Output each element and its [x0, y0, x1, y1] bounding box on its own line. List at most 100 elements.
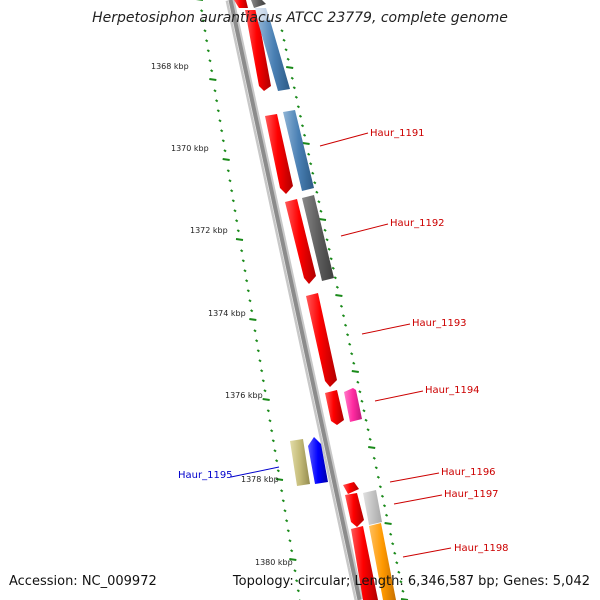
ruler-major-tick [351, 370, 359, 373]
ruler-minor-tick [290, 76, 294, 80]
ruler-minor-tick [245, 279, 249, 283]
gene-arrow[interactable] [343, 482, 359, 494]
gene-label-haur-1195[interactable]: Haur_1195 [178, 470, 233, 481]
ruler-minor-tick [296, 105, 300, 109]
ruler-major-tick [335, 294, 343, 297]
ruler-ticks [195, 0, 409, 600]
ruler-minor-tick [200, 9, 204, 13]
gene-arrow[interactable] [283, 110, 314, 191]
ruler-minor-tick [215, 99, 219, 103]
ruler-label-1380: 1380 kbp [255, 558, 293, 567]
gene-arrow[interactable] [325, 390, 344, 425]
ruler-minor-tick [271, 439, 275, 443]
ruler-minor-tick [335, 285, 339, 289]
ruler-minor-tick [362, 409, 366, 413]
ruler-minor-tick [275, 459, 279, 463]
gene-label-haur-1194[interactable]: Haur_1194 [425, 385, 480, 396]
ruler-minor-tick [280, 489, 284, 493]
ruler-major-tick [249, 318, 257, 321]
ruler-minor-tick [241, 259, 245, 263]
ruler-minor-tick [250, 309, 254, 313]
gene-arrow[interactable] [306, 293, 337, 387]
ruler-minor-tick [270, 429, 274, 433]
ruler-minor-tick [339, 304, 344, 308]
ruler-major-tick [289, 558, 297, 561]
ruler-minor-tick [327, 247, 331, 251]
ruler-minor-tick [309, 162, 313, 166]
ruler-minor-tick [360, 399, 364, 403]
gene-arrow[interactable] [285, 199, 316, 284]
gene-arrow[interactable] [255, 8, 270, 22]
gene-arrow[interactable] [344, 388, 362, 422]
ruler-minor-tick [235, 219, 239, 223]
ruler-minor-tick [366, 428, 370, 432]
ruler-labels: 1368 kbp 1370 kbp 1372 kbp 1374 kbp 1376… [151, 62, 293, 567]
ruler-minor-tick [382, 504, 387, 508]
genome-backbone [225, 0, 364, 600]
ruler-minor-tick [255, 339, 259, 343]
ruler-minor-tick [263, 389, 267, 393]
genome-summary-text: Topology: circular; Length: 6,346,587 bp… [232, 574, 590, 589]
ruler-major-tick [262, 398, 270, 401]
ruler-minor-tick [393, 551, 397, 555]
ruler-minor-tick [380, 494, 385, 498]
gene-label-haur-1193[interactable]: Haur_1193 [412, 318, 467, 329]
gene-arrow[interactable] [251, 0, 266, 8]
ruler-minor-tick [286, 529, 290, 533]
ruler-minor-tick [302, 133, 307, 137]
gene-arrow[interactable] [245, 10, 271, 91]
ruler-minor-tick [294, 95, 298, 99]
ruler-minor-tick [286, 57, 290, 61]
ruler-minor-tick [208, 59, 212, 63]
ruler-minor-tick [352, 361, 356, 365]
gene-label-haur-1196[interactable]: Haur_1196 [441, 467, 496, 478]
gene-arrow[interactable] [363, 490, 382, 525]
ruler-minor-tick [401, 589, 405, 593]
gene-arrow[interactable] [265, 114, 293, 194]
ruler-label-1378: 1378 kbp [241, 475, 279, 484]
ruler-minor-tick [374, 466, 378, 470]
gene-arrow[interactable] [258, 20, 290, 91]
ruler-minor-tick [378, 485, 382, 489]
ruler-minor-tick [399, 580, 403, 584]
ruler-label-1374: 1374 kbp [208, 309, 246, 318]
ruler-minor-tick [246, 289, 250, 293]
ruler-minor-tick [284, 48, 288, 52]
gene-features [234, 0, 396, 600]
ruler-major-tick [275, 478, 284, 481]
gene-label-haur-1192[interactable]: Haur_1192 [390, 218, 445, 229]
ruler-minor-tick [389, 532, 393, 536]
gene-arrow[interactable] [302, 195, 334, 281]
ruler-minor-tick [346, 333, 350, 337]
ruler-minor-tick [356, 380, 360, 384]
ruler-minor-tick [240, 249, 244, 253]
ruler-minor-tick [283, 509, 287, 513]
ruler-minor-tick [331, 266, 335, 270]
ruler-minor-tick [253, 329, 257, 333]
ruler-minor-tick [273, 449, 277, 453]
ruler-minor-tick [307, 152, 311, 156]
ruler-minor-tick [397, 570, 401, 574]
ruler-minor-tick [213, 89, 217, 93]
gene-arrow[interactable] [351, 526, 378, 600]
ruler-minor-tick [260, 369, 264, 373]
gene-label-haur-1191[interactable]: Haur_1191 [370, 128, 425, 139]
gene-arrow[interactable] [345, 493, 364, 527]
gene-arrow[interactable] [290, 439, 310, 486]
gene-arrow[interactable] [369, 523, 396, 600]
gene-label-haur-1197[interactable]: Haur_1197 [444, 489, 499, 500]
gene-label-haur-1198[interactable]: Haur_1198 [454, 543, 509, 554]
ruler-minor-tick [203, 29, 207, 33]
map-title: Herpetosiphon aurantiacus ATCC 23779, co… [92, 10, 508, 26]
gene-arrow[interactable] [308, 437, 328, 484]
ruler-minor-tick [376, 475, 380, 479]
ruler-minor-tick [395, 561, 399, 565]
gene-arrow[interactable] [234, 0, 248, 8]
ruler-minor-tick [298, 114, 303, 118]
ruler-minor-tick [364, 418, 368, 422]
ruler-minor-tick [350, 352, 354, 356]
ruler-minor-tick [210, 69, 214, 73]
ruler-minor-tick [313, 181, 317, 185]
ruler-minor-tick [311, 171, 315, 175]
ruler-label-1376: 1376 kbp [225, 391, 263, 400]
